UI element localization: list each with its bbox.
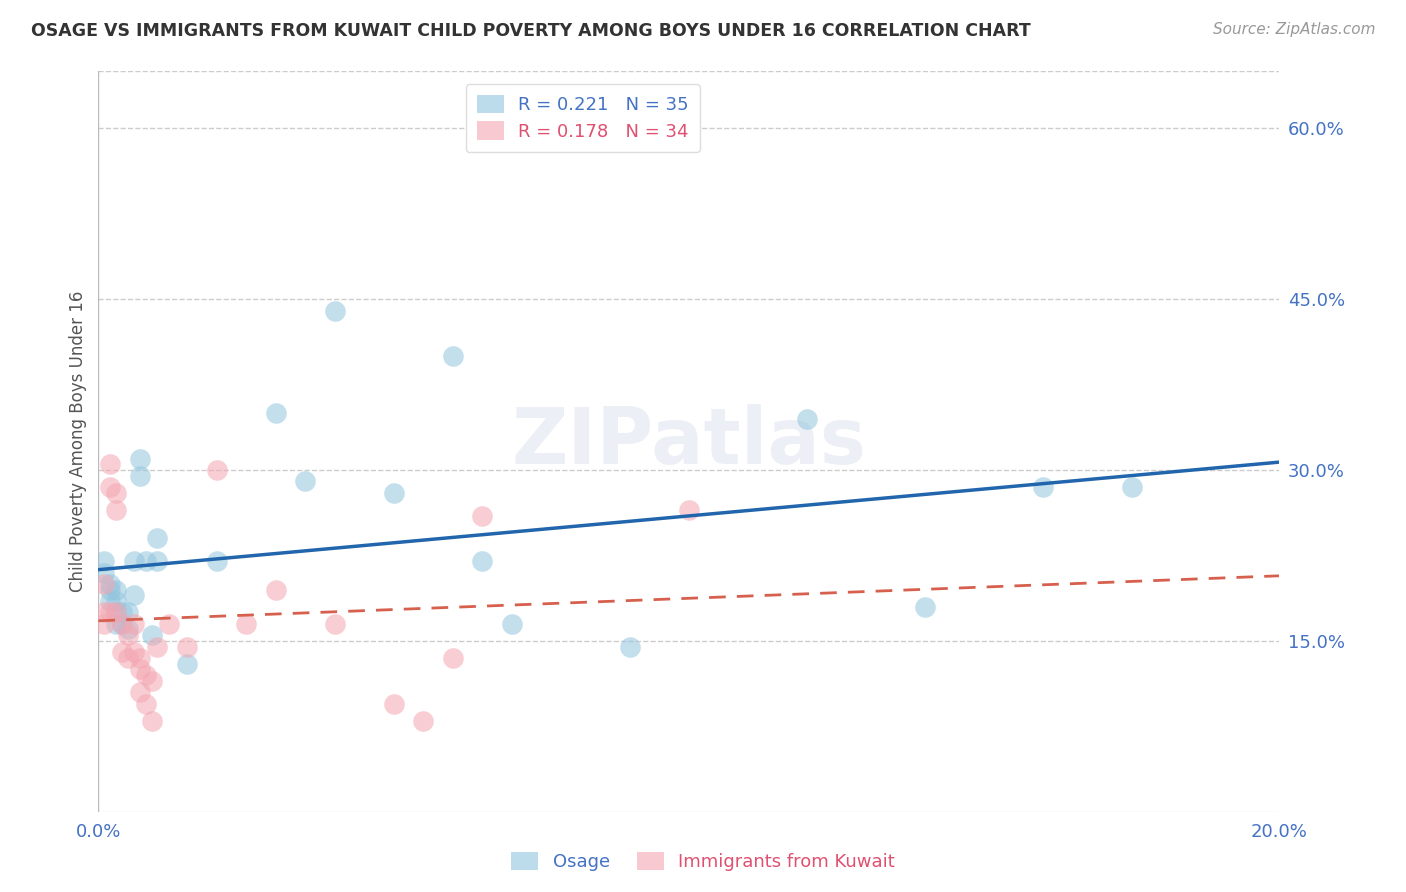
Point (146, 554, 169, 568)
Point (128, 651, 150, 665)
Point (471, 554, 494, 568)
Point (122, 588, 145, 602)
Point (176, 657, 198, 671)
Point (135, 697, 157, 711)
Point (93, 606, 115, 620)
Point (128, 685, 150, 699)
Point (1121, 480, 1143, 494)
Point (128, 662, 150, 676)
Point (382, 697, 405, 711)
Point (441, 349, 464, 363)
Point (93, 566, 115, 580)
Point (128, 468, 150, 483)
Point (146, 532, 169, 546)
Point (105, 606, 128, 620)
Point (294, 475, 316, 489)
Point (111, 606, 134, 620)
Point (111, 645, 134, 659)
Point (619, 640, 641, 654)
Point (323, 303, 346, 318)
Point (141, 628, 163, 642)
Point (914, 599, 936, 614)
Legend: Osage, Immigrants from Kuwait: Osage, Immigrants from Kuwait (503, 845, 903, 879)
Point (98, 606, 121, 620)
Text: OSAGE VS IMMIGRANTS FROM KUWAIT CHILD POVERTY AMONG BOYS UNDER 16 CORRELATION CH: OSAGE VS IMMIGRANTS FROM KUWAIT CHILD PO… (31, 22, 1031, 40)
Point (441, 651, 464, 665)
Text: ZIPatlas: ZIPatlas (512, 403, 866, 480)
Point (264, 582, 287, 597)
Point (105, 485, 128, 500)
Point (141, 714, 163, 728)
Point (128, 451, 150, 466)
Point (105, 606, 128, 620)
Point (471, 508, 494, 523)
Point (98, 577, 121, 591)
Point (117, 651, 139, 665)
Point (105, 503, 128, 517)
Point (98, 458, 121, 472)
Point (157, 616, 180, 631)
Point (135, 668, 157, 682)
Point (93, 616, 115, 631)
Point (205, 554, 228, 568)
Point (105, 616, 128, 631)
Point (111, 616, 134, 631)
Point (122, 554, 145, 568)
Point (205, 463, 228, 477)
Point (176, 640, 198, 654)
Point (146, 640, 169, 654)
Point (122, 645, 145, 659)
Point (117, 623, 139, 637)
Point (323, 616, 346, 631)
Y-axis label: Child Poverty Among Boys Under 16: Child Poverty Among Boys Under 16 (69, 291, 87, 592)
Point (141, 673, 163, 688)
Point (264, 406, 287, 420)
Point (235, 616, 257, 631)
Point (105, 594, 128, 608)
Point (93, 554, 115, 568)
Point (117, 628, 139, 642)
Point (98, 582, 121, 597)
Point (796, 411, 818, 425)
Point (122, 616, 145, 631)
Point (98, 594, 121, 608)
Point (412, 714, 434, 728)
Point (1032, 480, 1054, 494)
Point (501, 616, 523, 631)
Point (111, 616, 134, 631)
Point (382, 485, 405, 500)
Legend: R = 0.221   N = 35, R = 0.178   N = 34: R = 0.221 N = 35, R = 0.178 N = 34 (465, 84, 700, 152)
Point (93, 577, 115, 591)
Point (117, 606, 139, 620)
Point (105, 582, 128, 597)
Point (98, 480, 121, 494)
Point (678, 503, 700, 517)
Text: Source: ZipAtlas.com: Source: ZipAtlas.com (1212, 22, 1375, 37)
Point (135, 554, 157, 568)
